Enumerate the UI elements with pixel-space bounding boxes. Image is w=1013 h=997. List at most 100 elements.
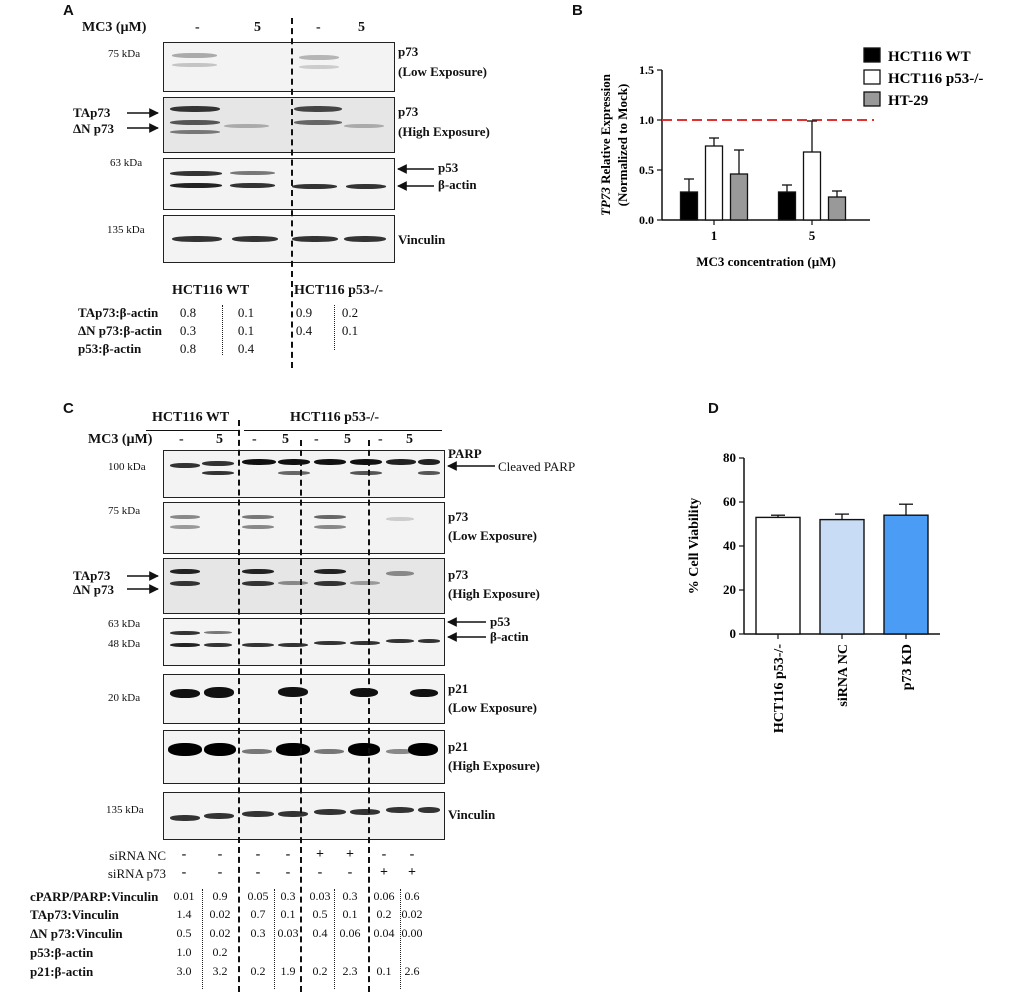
panel-c-quant-value: 1.0 — [176, 945, 192, 959]
panel-a-label-low: (Low Exposure) — [398, 64, 487, 79]
panel-d-y-tick-label: 0 — [730, 626, 737, 641]
panel-c-quant-value: 0.7 — [250, 907, 266, 921]
panel-c-quant-value: 0.1 — [280, 907, 296, 921]
panel-c-blot-parp — [163, 450, 445, 498]
panel-c-lane-label: 5 — [344, 432, 351, 447]
panel-a-quant-label: TAp73:β-actin — [78, 305, 159, 320]
panel-a-lane-2: 5 — [254, 20, 261, 35]
panel-a-lane-1: - — [195, 20, 200, 35]
panel-c-label-p73-high: (High Exposure) — [448, 586, 540, 601]
panel-c-marker-20: 20 kDa — [108, 692, 141, 704]
panel-a-quant-value: 0.8 — [179, 341, 197, 356]
panel-a-blot-p73-high — [163, 97, 395, 153]
panel-c-mc3-label: MC3 (µM) — [88, 432, 153, 447]
panel-c-quant-value: 0.02 — [209, 926, 231, 940]
panel-b-legend-swatch — [863, 47, 881, 63]
panel-b-x-tick-label: 1 — [711, 228, 718, 243]
panel-a-quant-value: 0.4 — [237, 341, 255, 356]
panel-a-arrow-label-tap73: TAp73 — [73, 105, 111, 120]
panel-c-quant-value: 0.6 — [404, 889, 420, 903]
panel-b-legend-swatch — [863, 91, 881, 107]
panel-a-divider — [291, 18, 293, 368]
panel-a-letter: A — [63, 2, 74, 19]
panel-c-sirna-value: - — [181, 847, 187, 862]
panel-b-y-label-2: (Normalized to Mock) — [615, 84, 630, 207]
panel-d-y-tick-label: 60 — [723, 494, 736, 509]
panel-d-bar — [883, 514, 929, 635]
panel-c-quant-separator — [334, 889, 335, 989]
panel-c-quant-value: 0.03 — [277, 926, 299, 940]
panel-a-quant-label: p53:β-actin — [78, 341, 142, 356]
panel-c-letter: C — [63, 400, 74, 417]
panel-c-divider-2 — [300, 440, 302, 992]
panel-d-x-tick-label: siRNA NC — [836, 644, 851, 707]
panel-c-divider-1 — [238, 420, 240, 992]
panel-a-quant-value: 0.1 — [237, 323, 255, 338]
panel-a-quant-value: 0.8 — [179, 305, 197, 320]
panel-d-y-tick-label: 80 — [723, 450, 736, 465]
panel-c-blot-p53-actin — [163, 618, 445, 666]
panel-b-bar — [827, 196, 847, 221]
panel-b-legend-swatch — [863, 69, 881, 85]
panel-c-lane-label: 5 — [216, 432, 223, 447]
panel-a-cell-wt: HCT116 WT — [172, 283, 250, 298]
panel-d-x-tick-label: HCT116 p53-/- — [772, 644, 787, 733]
panel-c-cell-p53ko: HCT116 p53-/- — [290, 410, 380, 425]
panel-a-arrow-label-dnp73: ΔN p73 — [73, 121, 115, 136]
panel-c-lane-label: - — [252, 432, 257, 447]
panel-c-p53ko-underline — [244, 430, 442, 431]
panel-d-x-tick-label: p73 KD — [900, 644, 915, 690]
panel-b-legend-label: HT-29 — [888, 93, 928, 109]
panel-c-quant-label: ΔN p73:Vinculin — [30, 926, 123, 941]
panel-c-quant-value: 0.4 — [312, 926, 328, 940]
panel-b-bar — [729, 173, 749, 221]
panel-c-label-actin: β-actin — [490, 629, 529, 644]
panel-c-quant-separator — [400, 889, 401, 989]
panel-c-quant-label: cPARP/PARP:Vinculin — [30, 889, 159, 904]
panel-c-label-p53: p53 — [490, 614, 511, 629]
panel-c-marker-135: 135 kDa — [106, 804, 144, 816]
panel-b-y-tick-label: 1.0 — [639, 113, 654, 127]
panel-a-quant-value: 0.2 — [341, 305, 359, 320]
panel-c-marker-100: 100 kDa — [108, 461, 146, 473]
panel-c-sirna-label: siRNA NC — [109, 848, 166, 863]
panel-d-bar — [819, 518, 865, 635]
panel-c-quant-value: 0.3 — [342, 889, 358, 903]
panel-c-sirna-label: siRNA p73 — [107, 866, 166, 881]
panel-a-cell-p53ko: HCT116 p53-/- — [294, 283, 384, 298]
panel-c-quant-value: 0.06 — [373, 889, 395, 903]
panel-a-quant-value: 0.1 — [237, 305, 255, 320]
panel-c-quant-value: 0.2 — [212, 945, 228, 959]
panel-b-bar — [679, 191, 699, 221]
panel-c-marker-63: 63 kDa — [108, 618, 141, 630]
panel-c-quant-value: 0.3 — [280, 889, 296, 903]
panel-d-chart: 0 20 40 60 80 HCT116 p53-/- siRNA NC p73 KD % Ce… — [687, 450, 940, 733]
panel-c-blot-p73-high — [163, 558, 445, 614]
panel-c-sirna-value: - — [181, 865, 187, 880]
panel-a-blot-p73-low — [163, 42, 395, 92]
panel-c-divider-3 — [368, 440, 370, 992]
panel-c-quant-separator — [274, 889, 275, 989]
panel-c-quant-label: TAp73:Vinculin — [30, 907, 119, 922]
panel-c-sirna-value: - — [285, 847, 291, 862]
panel-c-label-p73-low: (Low Exposure) — [448, 528, 537, 543]
panel-c-label-cleaved-parp: Cleaved PARP — [498, 459, 576, 474]
panel-c-lane-label: 5 — [282, 432, 289, 447]
panel-c-arrow-label-dnp73: ΔN p73 — [73, 582, 115, 597]
panel-c-quant-value: 0.01 — [173, 889, 195, 903]
panel-c-quant-value: 3.2 — [212, 964, 228, 978]
panel-c-lane-label: - — [378, 432, 383, 447]
panel-c-quant-value: 0.2 — [250, 964, 266, 978]
panel-d-letter: D — [708, 400, 719, 417]
panel-c-blot-p21-high — [163, 730, 445, 784]
panel-d-y-label: % Cell Viability — [687, 498, 702, 594]
panel-c-quant-value: 2.3 — [342, 964, 358, 978]
panel-c-quant-value: 0.00 — [401, 926, 423, 940]
panel-c-quant-value: 0.1 — [342, 907, 358, 921]
panel-c-sirna-value: - — [285, 865, 291, 880]
panel-c-quant-separator — [202, 889, 203, 989]
panel-c-sirna-value: - — [381, 847, 387, 862]
panel-a-lane-3: - — [316, 20, 321, 35]
